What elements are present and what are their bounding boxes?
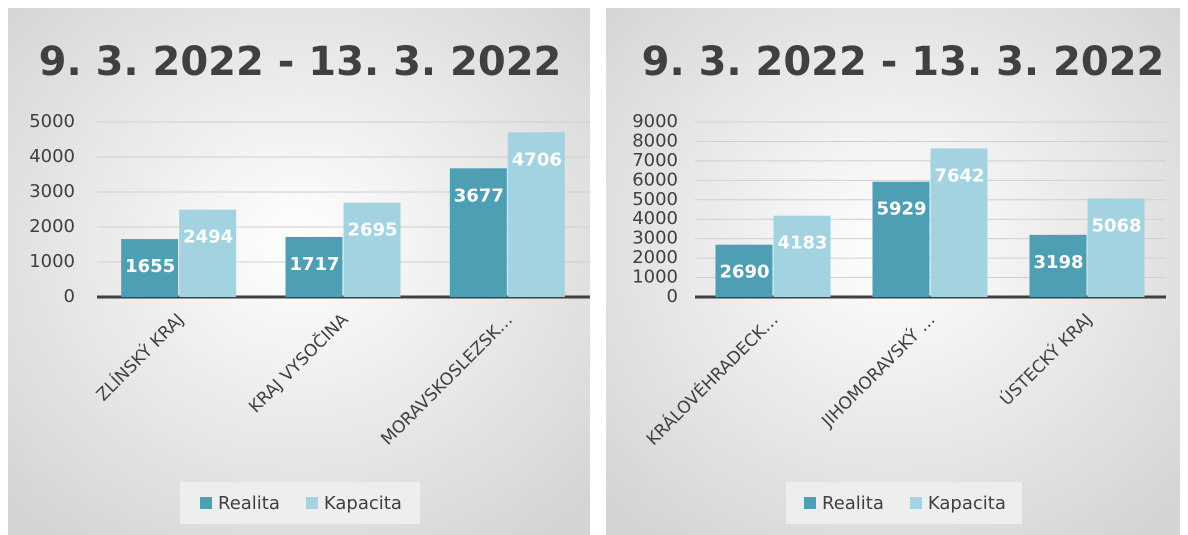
data-label: 7642 xyxy=(934,165,984,186)
bar xyxy=(285,236,343,297)
y-tick-label: 6000 xyxy=(632,169,678,190)
bar xyxy=(773,215,831,297)
y-tick-label: 8000 xyxy=(632,130,678,151)
data-label: 3198 xyxy=(1033,252,1083,273)
y-tick-label: 3000 xyxy=(632,228,678,249)
y-tick-label: 1000 xyxy=(632,267,678,288)
bar xyxy=(1029,234,1087,297)
y-tick-label: 9000 xyxy=(632,111,678,132)
bar xyxy=(715,244,773,297)
legend-label: Realita xyxy=(822,493,884,514)
legend-swatch xyxy=(804,497,816,509)
data-label: 2695 xyxy=(347,220,397,241)
data-label: 2690 xyxy=(719,262,769,283)
legend-swatch xyxy=(305,497,318,509)
data-label: 2494 xyxy=(183,227,233,248)
bar xyxy=(872,181,930,297)
legend-box xyxy=(180,482,420,524)
y-tick-label: 2000 xyxy=(29,216,75,237)
bar xyxy=(930,148,988,297)
data-label: 1717 xyxy=(289,254,339,275)
y-tick-label: 2000 xyxy=(632,247,678,268)
legend-label: Realita xyxy=(218,493,280,514)
bar xyxy=(121,239,179,297)
y-tick-label: 4000 xyxy=(632,208,678,229)
y-tick-label: 4000 xyxy=(29,146,75,167)
bar xyxy=(1087,198,1145,297)
y-tick-label: 0 xyxy=(667,286,678,307)
chart-title: 9. 3. 2022 - 13. 3. 2022 xyxy=(39,39,562,85)
legend-box xyxy=(786,482,1022,524)
data-label: 4706 xyxy=(512,149,562,170)
y-tick-label: 1000 xyxy=(29,251,75,272)
bar xyxy=(449,168,507,297)
data-label: 3677 xyxy=(454,185,504,206)
legend-swatch xyxy=(200,497,212,509)
y-tick-label: 5000 xyxy=(632,189,678,210)
legend-label: Kapacita xyxy=(928,493,1006,514)
data-label: 1655 xyxy=(125,256,175,277)
legend-swatch xyxy=(909,497,922,509)
chart-title: 9. 3. 2022 - 13. 3. 2022 xyxy=(642,39,1165,85)
y-tick-label: 0 xyxy=(64,286,75,307)
data-label: 4183 xyxy=(777,233,827,254)
bar xyxy=(179,209,237,297)
bar xyxy=(507,132,565,297)
data-label: 5068 xyxy=(1091,215,1141,236)
legend-label: Kapacita xyxy=(324,493,402,514)
data-label: 5929 xyxy=(876,199,926,220)
y-tick-label: 3000 xyxy=(29,181,75,202)
y-tick-label: 5000 xyxy=(29,111,75,132)
bar xyxy=(343,202,401,297)
y-tick-label: 7000 xyxy=(632,150,678,171)
